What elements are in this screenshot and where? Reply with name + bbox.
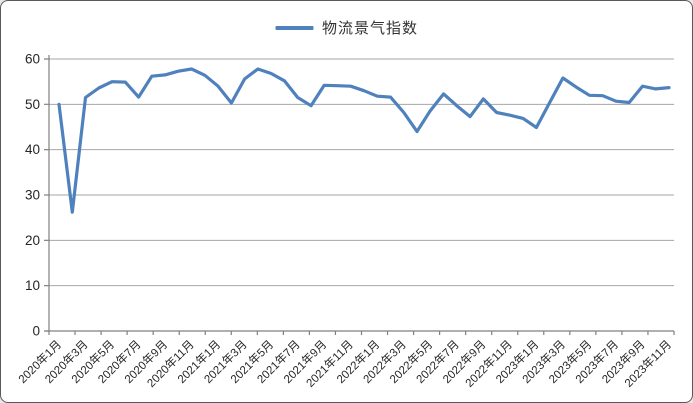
y-tick-label-50: 50 — [25, 97, 40, 112]
series-line-0 — [57, 67, 671, 214]
y-tick-label-20: 20 — [25, 233, 40, 248]
y-tick-label-60: 60 — [25, 52, 40, 67]
y-tick-label-40: 40 — [25, 142, 40, 157]
legend-label: 物流景气指数 — [321, 21, 419, 37]
y-tick-label-10: 10 — [25, 278, 40, 293]
y-tick-label-30: 30 — [25, 188, 40, 203]
legend-line-swatch — [274, 25, 313, 30]
chart-legend: 物流景气指数 — [274, 17, 419, 38]
y-tick-label-0: 0 — [32, 324, 40, 339]
